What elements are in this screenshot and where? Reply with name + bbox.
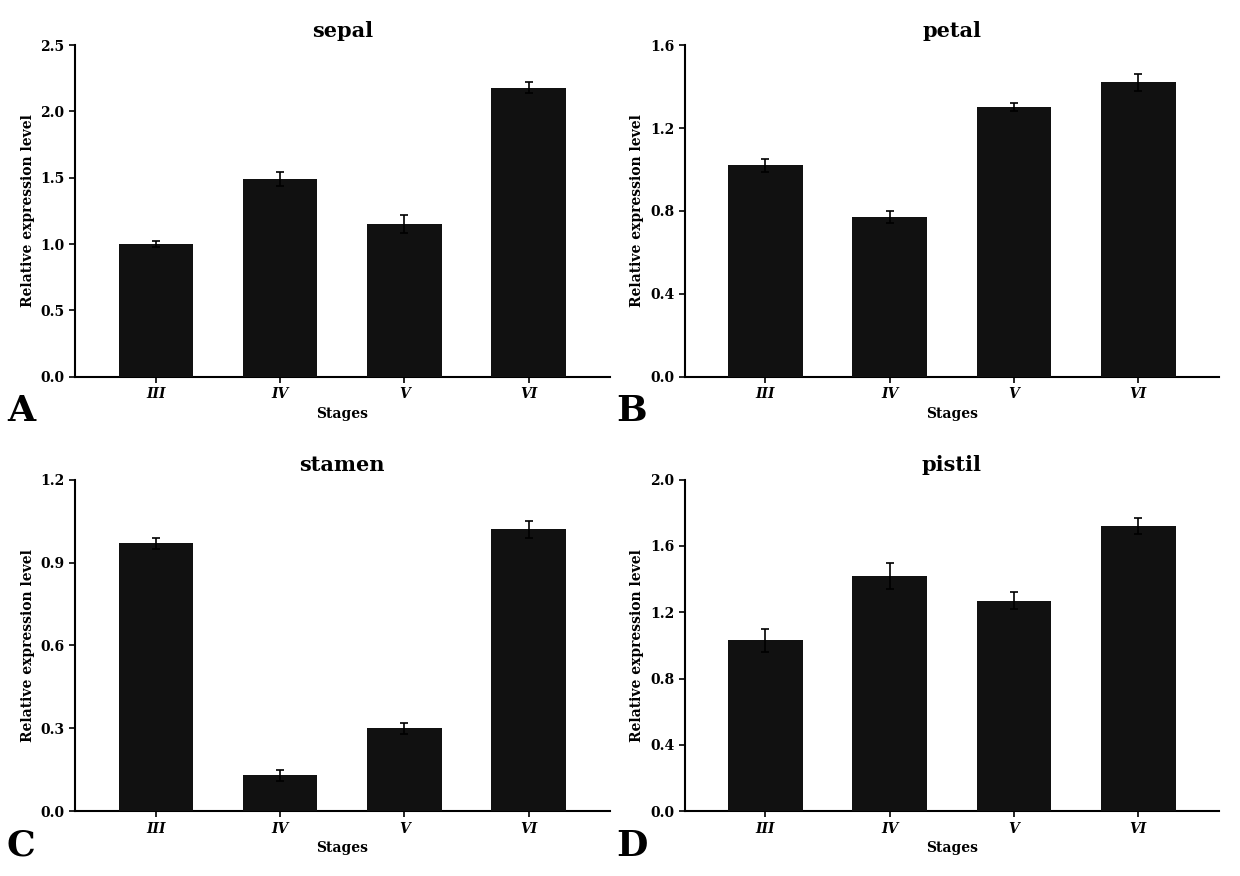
Bar (728, 166, 802, 377)
Bar (1101, 526, 1176, 811)
X-axis label: Stages: Stages (926, 841, 978, 855)
Bar (491, 88, 567, 377)
Bar (852, 576, 928, 811)
Text: C: C (7, 829, 36, 863)
Text: A: A (7, 394, 35, 428)
Bar (852, 217, 928, 377)
Bar (243, 179, 317, 377)
Title: sepal: sepal (311, 21, 373, 41)
Text: B: B (616, 394, 647, 428)
X-axis label: Stages: Stages (316, 406, 368, 420)
Text: D: D (616, 829, 647, 863)
Y-axis label: Relative expression level: Relative expression level (630, 115, 645, 307)
Title: petal: petal (923, 21, 981, 41)
Y-axis label: Relative expression level: Relative expression level (21, 549, 35, 742)
Y-axis label: Relative expression level: Relative expression level (21, 115, 35, 307)
Bar (243, 775, 317, 811)
Bar (119, 543, 193, 811)
Y-axis label: Relative expression level: Relative expression level (630, 549, 645, 742)
Bar (1101, 82, 1176, 377)
X-axis label: Stages: Stages (316, 841, 368, 855)
Bar (491, 529, 567, 811)
Title: pistil: pistil (921, 456, 982, 476)
Bar (367, 224, 441, 377)
Bar (977, 601, 1052, 811)
Bar (977, 108, 1052, 377)
Bar (728, 640, 802, 811)
Bar (367, 728, 441, 811)
X-axis label: Stages: Stages (926, 406, 978, 420)
Title: stamen: stamen (300, 456, 386, 476)
Bar (119, 244, 193, 377)
